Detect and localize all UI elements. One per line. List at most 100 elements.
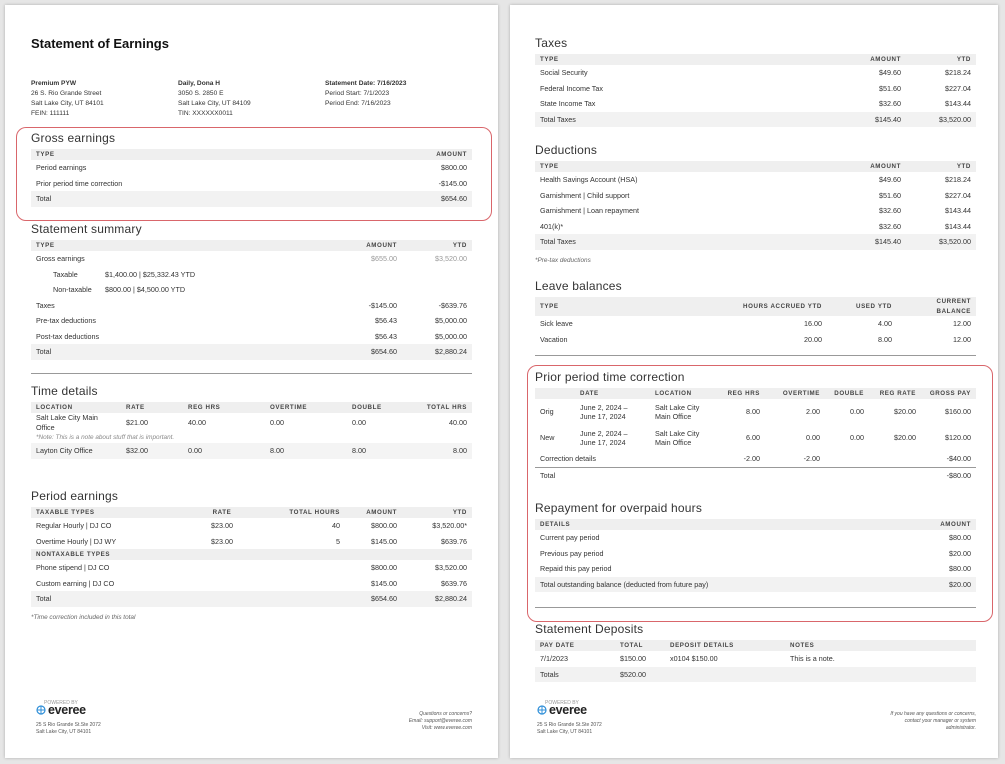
cell: State Income Tax bbox=[540, 99, 596, 108]
cell: $32.60 bbox=[879, 99, 901, 108]
cell: 40.00 bbox=[188, 417, 206, 427]
cell: Federal Income Tax bbox=[540, 83, 603, 93]
table: TAXABLE TYPES RATE TOTAL HOURS AMOUNT YTD Reg… bbox=[31, 507, 472, 607]
cell: $520.00 bbox=[615, 666, 976, 682]
table: TYPE AMOUNT Period earnings $800.00 Prior pe… bbox=[31, 149, 472, 207]
cell: AMOUNT bbox=[835, 161, 906, 172]
cell: Salt Lake City Main Office bbox=[655, 402, 700, 422]
cell: $800.00 bbox=[371, 521, 397, 530]
cell: $51.60 bbox=[879, 190, 901, 200]
cell: Total outstanding balance (deducted from… bbox=[535, 576, 876, 592]
cell: $23.00 bbox=[211, 536, 233, 546]
logo: everee bbox=[36, 703, 86, 717]
table: LOCATION RATE REG HRS OVERTIME DOUBLE TOTAL H… bbox=[31, 402, 472, 459]
row: Taxes -$145.00 -$639.76 bbox=[31, 298, 472, 314]
cell: $145.00 bbox=[371, 578, 397, 588]
row: Vacation 20.00 8.00 12.00 bbox=[535, 332, 976, 348]
cell: $20.00 bbox=[894, 433, 916, 443]
row: Period earnings $800.00 bbox=[31, 160, 472, 176]
cell: June 2, 2024 – June 17, 2024 bbox=[580, 402, 628, 422]
cell: TOTAL HOURS bbox=[255, 507, 345, 518]
section: Period earnings TAXABLE TYPES RATE TOTAL HO… bbox=[31, 489, 472, 621]
cell: $80.00 bbox=[949, 564, 971, 573]
table: TYPE HOURS ACCRUED YTD USED YTD CURRENT BAL… bbox=[535, 297, 976, 347]
cell: $654.60 bbox=[372, 191, 472, 207]
cell: $227.04 bbox=[945, 190, 971, 200]
cell: Salt Lake City Main Office bbox=[36, 413, 98, 432]
table: TYPE AMOUNT YTD Gross earnings $655.00 $3,520… bbox=[31, 240, 472, 360]
table: DETAILS AMOUNT Current pay period $80.00 Pre… bbox=[535, 519, 976, 592]
party-line: Salt Lake City, UT 84109 bbox=[178, 100, 251, 107]
cell: 20.00 bbox=[804, 334, 822, 344]
cell: $32.00 bbox=[121, 443, 183, 459]
total-row: Total $654.60 $2,880.24 bbox=[31, 344, 472, 360]
table: TYPE AMOUNT YTD Social Security $49.60 $218.2… bbox=[535, 54, 976, 127]
table: DATE LOCATION REG HRS OVERTIME DOUBLE REG RAT… bbox=[535, 388, 976, 483]
cell: 8.00 bbox=[265, 443, 347, 459]
divider bbox=[31, 373, 472, 374]
row: 401(k)* $32.60 $143.44 bbox=[535, 219, 976, 235]
cell: AMOUNT bbox=[835, 54, 906, 65]
cell: TYPE bbox=[31, 149, 372, 160]
cell: Salt Lake City Main Office bbox=[655, 428, 700, 448]
cell bbox=[825, 466, 869, 483]
cell: 6.00 bbox=[746, 433, 760, 443]
sub-row: Non-taxable $800.00 | $4,500.00 YTD bbox=[31, 282, 472, 298]
cell: YTD bbox=[906, 161, 976, 172]
cell: x0104 $150.00 bbox=[670, 654, 718, 663]
cell bbox=[189, 560, 255, 576]
cell: 0.00 bbox=[270, 417, 284, 427]
section-title: Period earnings bbox=[31, 489, 119, 503]
total-row: Total -$80.00 bbox=[535, 466, 976, 483]
cell: Total Taxes bbox=[535, 111, 835, 127]
cell: 12.00 bbox=[953, 334, 971, 344]
section: Deductions TYPE AMOUNT YTD Health Savings Ac… bbox=[535, 143, 976, 264]
cell: Current pay period bbox=[540, 533, 600, 542]
cell: $143.44 bbox=[945, 206, 971, 215]
cell: 16.00 bbox=[804, 319, 822, 328]
party-block: Premium PYW 26 S. Rio Grande Street Salt L… bbox=[31, 79, 104, 119]
cell: $80.00 bbox=[949, 533, 971, 542]
cell: 0.00 bbox=[352, 417, 366, 427]
cell: $32.60 bbox=[879, 221, 901, 231]
cell: Total bbox=[535, 466, 575, 483]
cell: Taxable $1,400.00 | $25,332.43 YTD bbox=[31, 267, 472, 283]
cell: LOCATION bbox=[650, 388, 720, 399]
party-line: Salt Lake City, UT 84101 bbox=[31, 100, 104, 107]
cell: Total bbox=[31, 591, 189, 607]
cell: -$145.00 bbox=[438, 178, 467, 188]
cell bbox=[869, 466, 921, 483]
row: Overtime Hourly | DJ WY $23.00 5 $145.00 $63… bbox=[31, 534, 472, 550]
cell: OVERTIME bbox=[265, 402, 347, 413]
cell: 0.00 bbox=[806, 433, 820, 443]
cell: $800.00 bbox=[441, 163, 467, 172]
cell: TYPE bbox=[31, 240, 331, 251]
cell: Vacation bbox=[540, 334, 568, 344]
cell: -$639.76 bbox=[438, 300, 467, 310]
cell bbox=[535, 388, 575, 399]
party-line: 26 S. Rio Grande Street bbox=[31, 90, 102, 97]
cell: -$145.00 bbox=[368, 300, 397, 310]
sub-value: $1,400.00 | $25,332.43 YTD bbox=[105, 269, 196, 279]
cell: AMOUNT bbox=[372, 149, 472, 160]
cell: June 2, 2024 – June 17, 2024 bbox=[580, 428, 628, 448]
cell: 2.00 bbox=[806, 407, 820, 417]
highlight-box bbox=[16, 127, 492, 221]
cell: Pre-tax deductions bbox=[36, 316, 96, 325]
cell: $5,000.00 bbox=[435, 316, 467, 325]
cell: $120.00 bbox=[945, 433, 971, 443]
cell: 8.00 bbox=[347, 443, 417, 459]
cell: PAY DATE bbox=[535, 640, 615, 651]
row: Sick leave 16.00 4.00 12.00 bbox=[535, 316, 976, 332]
cell: Previous pay period bbox=[540, 548, 604, 558]
section-title: Prior period time correction bbox=[535, 370, 685, 384]
cell: $160.00 bbox=[945, 407, 971, 417]
row: Orig June 2, 2024 – June 17, 2024 Salt Lak… bbox=[535, 399, 976, 425]
cell: -2.00 bbox=[803, 454, 820, 463]
brand: everee bbox=[48, 703, 86, 717]
cell: TYPE bbox=[535, 54, 835, 65]
cell: 4.00 bbox=[878, 319, 892, 328]
cell: $2,880.24 bbox=[402, 344, 472, 360]
header-row: LOCATION RATE REG HRS OVERTIME DOUBLE TOTAL H… bbox=[31, 402, 472, 413]
total-row: Total $654.60 bbox=[31, 191, 472, 207]
